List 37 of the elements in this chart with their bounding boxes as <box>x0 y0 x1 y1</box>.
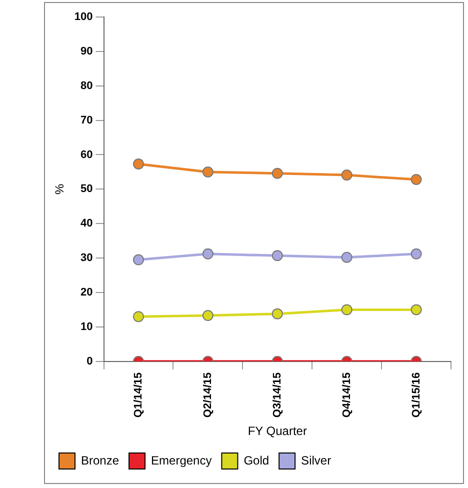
x-tick-label: Q1/15/16 <box>410 372 422 418</box>
y-tick-label: 70 <box>80 114 93 126</box>
y-tick-label: 50 <box>80 183 93 196</box>
x-axis-title: FY Quarter <box>248 424 307 438</box>
y-tick-label: 10 <box>80 320 93 333</box>
point <box>341 170 352 181</box>
point <box>341 252 352 263</box>
point <box>410 304 422 316</box>
point <box>202 166 214 178</box>
legend-label: Emergency <box>151 453 212 468</box>
x-tick-label: Q3/14/15 <box>271 372 284 418</box>
legend-label: Bronze <box>81 453 120 468</box>
point <box>410 248 422 260</box>
y-tick-label: 20 <box>80 286 93 299</box>
point <box>202 248 214 260</box>
point <box>272 250 283 262</box>
point <box>132 158 144 170</box>
legend-label: Silver <box>301 453 332 468</box>
y-tick-label: 40 <box>80 218 93 230</box>
point <box>132 254 144 266</box>
y-tick-label: 60 <box>80 148 93 161</box>
point <box>410 174 422 186</box>
x-tick-label: Q4/14/15 <box>340 372 353 418</box>
legend-label: Gold <box>244 453 270 468</box>
point <box>341 304 352 316</box>
point <box>272 308 283 320</box>
y-tick-label: 100 <box>74 11 93 24</box>
point <box>272 168 283 179</box>
point <box>132 311 144 322</box>
point <box>202 310 214 322</box>
y-tick-label: 90 <box>80 45 93 58</box>
y-tick-label: 80 <box>80 80 93 92</box>
y-tick-label: 30 <box>80 252 93 264</box>
y-tick-label: 0 <box>86 355 93 368</box>
x-tick-label: Q2/14/15 <box>202 372 214 418</box>
y-axis-title: % <box>52 184 67 195</box>
x-tick-label: Q1/14/15 <box>132 372 145 418</box>
